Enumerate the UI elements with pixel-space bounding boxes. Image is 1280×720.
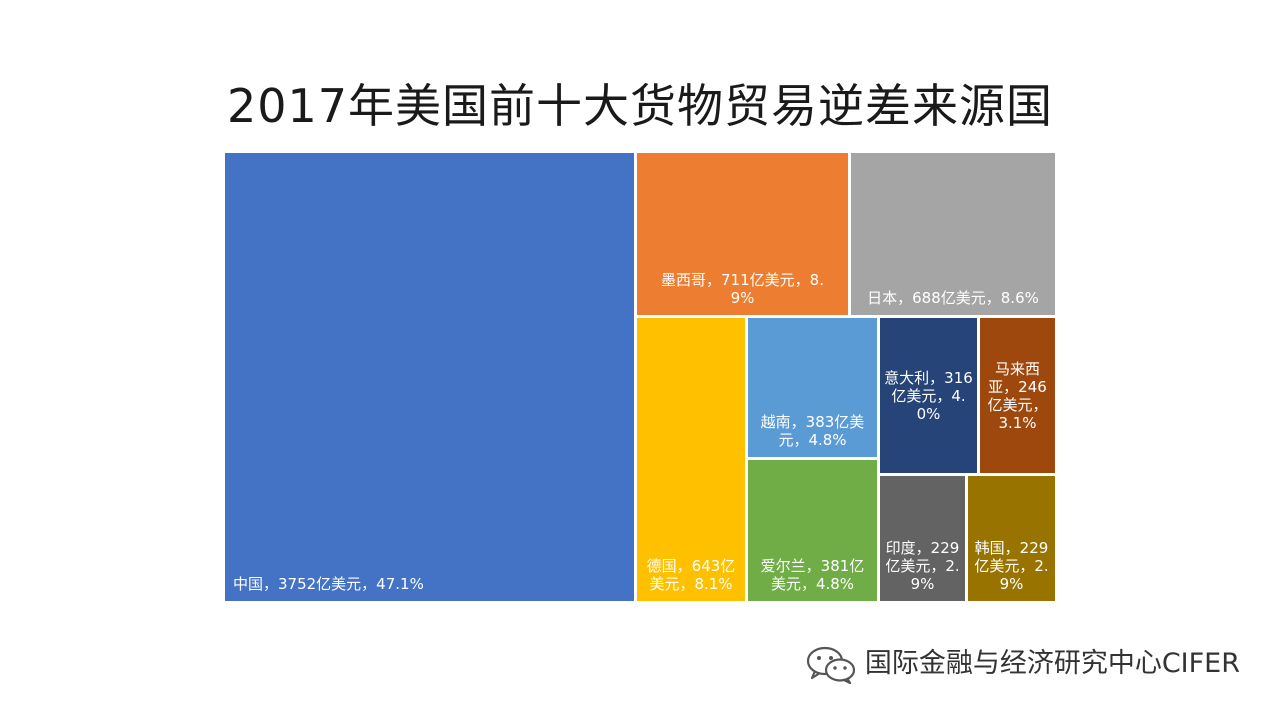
tile-mexico: 墨西哥，711亿美元，8.9% <box>637 153 848 315</box>
tile-mexico-label: 墨西哥，711亿美元，8.9% <box>661 271 824 307</box>
tile-germany-label: 德国，643亿美元，8.1% <box>646 557 736 593</box>
tile-ireland-label: 爱尔兰，381亿美元，4.8% <box>760 557 865 593</box>
tile-india: 印度，229亿美元，2.9% <box>880 476 965 601</box>
tile-vietnam: 越南，383亿美元，4.8% <box>748 318 877 457</box>
tile-vietnam-label: 越南，383亿美元，4.8% <box>760 413 865 449</box>
tile-japan: 日本，688亿美元，8.6% <box>851 153 1055 315</box>
tile-korea-label: 韩国，229亿美元，2.9% <box>974 539 1049 593</box>
tile-italy-label: 意大利，316亿美元，4.0% <box>884 368 973 423</box>
tile-china-label: 中国，3752亿美元，47.1% <box>233 575 424 593</box>
tile-malaysia-label: 马来西亚，246亿美元，3.1% <box>987 359 1048 432</box>
tile-japan-label: 日本，688亿美元，8.6% <box>867 289 1039 307</box>
tile-india-label: 印度，229亿美元，2.9% <box>885 539 960 593</box>
watermark: 国际金融与经济研究中心CIFER <box>805 644 1240 684</box>
tile-korea: 韩国，229亿美元，2.9% <box>968 476 1055 601</box>
tile-italy: 意大利，316亿美元，4.0% <box>880 318 977 473</box>
tile-ireland: 爱尔兰，381亿美元，4.8% <box>748 460 877 601</box>
tile-china: 中国，3752亿美元，47.1% <box>225 153 634 601</box>
watermark-text: 国际金融与经济研究中心CIFER <box>864 648 1240 679</box>
wechat-icon <box>806 646 855 684</box>
tile-germany: 德国，643亿美元，8.1% <box>637 318 745 601</box>
chart-title: 2017年美国前十大货物贸易逆差来源国 <box>226 79 1054 133</box>
tile-malaysia: 马来西亚，246亿美元，3.1% <box>980 318 1055 473</box>
